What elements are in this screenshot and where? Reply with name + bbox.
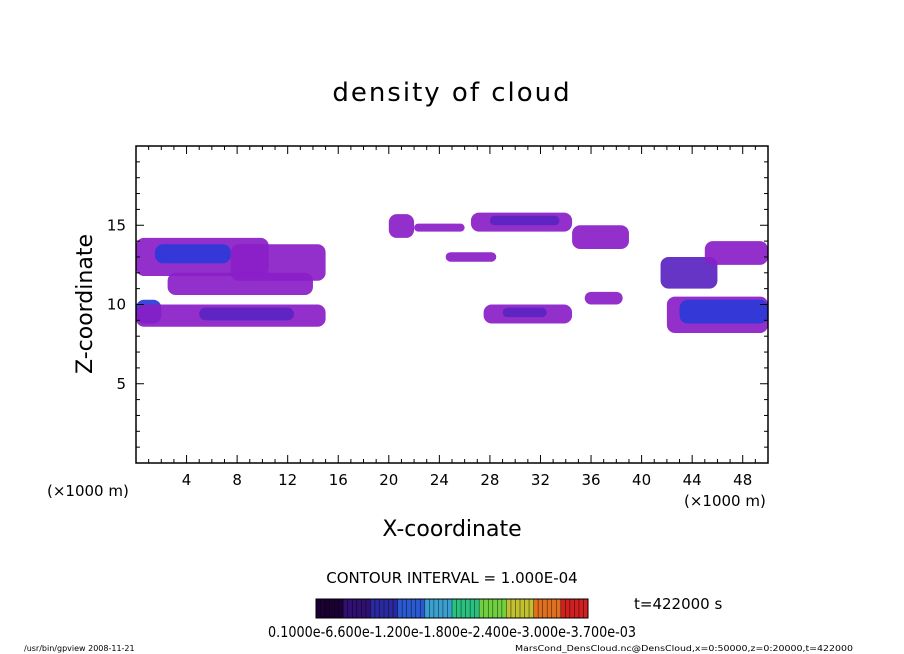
cloud-region xyxy=(502,307,547,318)
x-tick-label: 28 xyxy=(480,471,499,489)
cloud-region xyxy=(199,307,294,321)
x-tick-label: 36 xyxy=(581,471,600,489)
time-label: t=422000 s xyxy=(634,595,722,613)
cloud-region xyxy=(414,223,465,232)
y-tick-label: 10 xyxy=(107,296,126,314)
x-tick-label: 12 xyxy=(278,471,297,489)
y-tick-label: 5 xyxy=(116,375,126,393)
x-tick-label: 24 xyxy=(430,471,449,489)
y-axis-label: Z-coordinate xyxy=(73,234,98,374)
cloud-region xyxy=(584,291,623,305)
cloud-region xyxy=(679,299,768,324)
chart-title: density of cloud xyxy=(332,78,571,108)
x-tick-label: 20 xyxy=(379,471,398,489)
cloud-region xyxy=(489,215,560,226)
x-axis-ticks: 4 8 12 16 20 24 28 32 36 40 44 48 xyxy=(148,146,756,489)
y-axis-ticks: 5 10 15 xyxy=(107,161,768,448)
cloud-region xyxy=(572,225,629,250)
colorbar-frame xyxy=(315,598,589,619)
x-tick-label: 4 xyxy=(182,471,192,489)
cloud-region xyxy=(154,244,231,264)
x-tick-label: 44 xyxy=(683,471,702,489)
footer-source: MarsCond_DensCloud.nc@DensCloud,x=0:5000… xyxy=(515,644,853,653)
x-unit-right: (×1000 m) xyxy=(684,492,766,510)
y-tick-label: 15 xyxy=(107,216,126,234)
cloud-region xyxy=(660,256,718,289)
x-unit-left: (×1000 m) xyxy=(47,482,129,500)
cloud-density-regions xyxy=(136,212,768,334)
x-axis-label: X-coordinate xyxy=(382,517,521,542)
x-tick-label: 40 xyxy=(632,471,651,489)
x-tick-label: 32 xyxy=(531,471,550,489)
colorbar xyxy=(315,599,589,618)
cloud-region xyxy=(704,241,768,265)
cloud-region xyxy=(388,214,415,238)
x-tick-label: 8 xyxy=(232,471,242,489)
cloud-region xyxy=(445,252,497,262)
x-tick-label: 48 xyxy=(733,471,752,489)
footer-program: /usr/bin/gpview 2008-11-21 xyxy=(24,644,135,653)
cloud-region xyxy=(167,272,313,295)
cloud-region xyxy=(230,244,326,281)
x-tick-label: 16 xyxy=(329,471,348,489)
contour-interval: CONTOUR INTERVAL = 1.000E-04 xyxy=(326,569,577,587)
colorbar-labels: 0.1000e-6.600e-1.200e-1.800e-2.400e-3.00… xyxy=(268,623,636,641)
